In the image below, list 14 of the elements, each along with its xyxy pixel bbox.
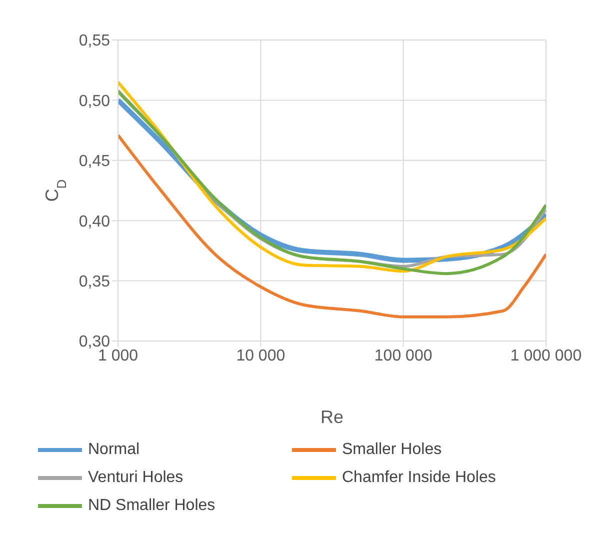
x-tick-label: 10 000 bbox=[236, 347, 286, 364]
legend-label: Smaller Holes bbox=[342, 441, 442, 459]
y-tick-label: 0,40 bbox=[78, 213, 110, 230]
legend-label: Venturi Holes bbox=[88, 469, 184, 487]
y-tick-label: 0,45 bbox=[78, 153, 110, 170]
legend-label: ND Smaller Holes bbox=[88, 497, 216, 515]
y-tick-label: 0,35 bbox=[78, 273, 110, 290]
legend-label: Normal bbox=[88, 441, 140, 459]
y-tick-label: 0,55 bbox=[78, 32, 110, 50]
x-tick-label: 100 000 bbox=[374, 347, 432, 364]
x-tick-label: 1 000 000 bbox=[510, 347, 582, 364]
legend-label: Chamfer Inside Holes bbox=[342, 469, 496, 487]
x-axis-title: Re bbox=[320, 407, 344, 427]
y-tick-label: 0,50 bbox=[78, 92, 110, 110]
